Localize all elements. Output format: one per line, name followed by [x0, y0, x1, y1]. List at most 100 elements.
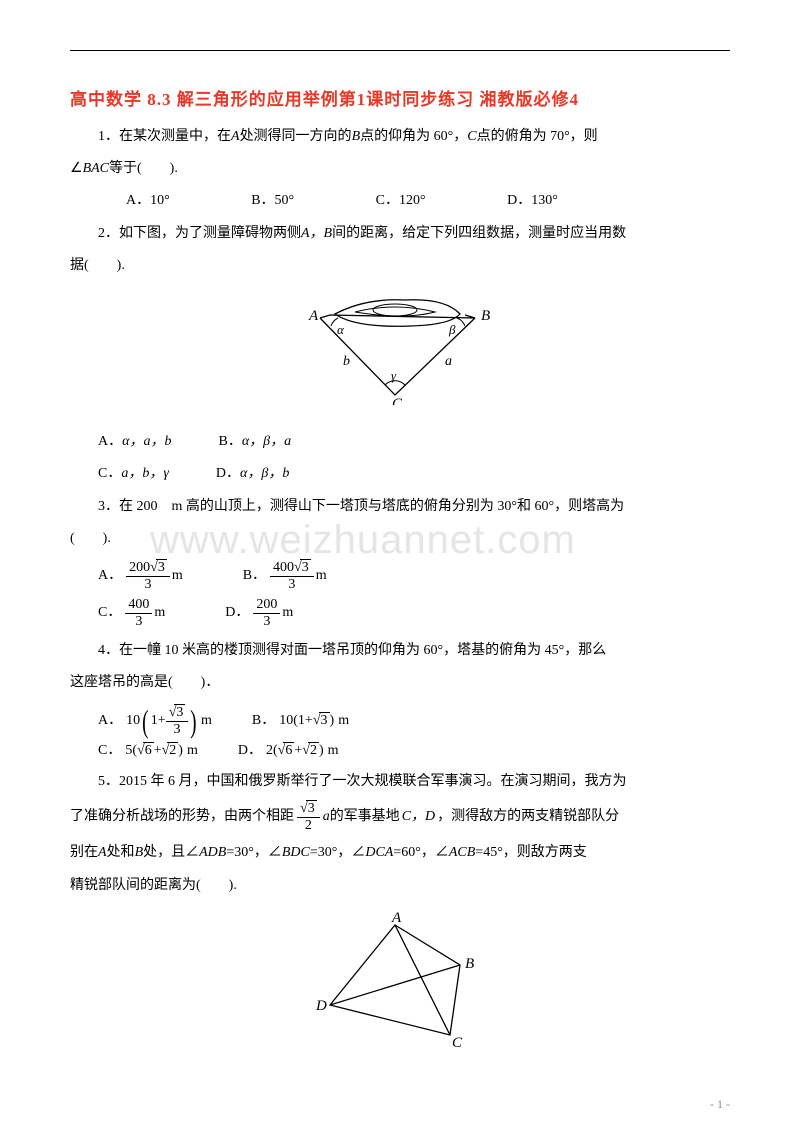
d2-alpha: α	[337, 322, 345, 337]
q3-opt-b-label: B．	[243, 568, 266, 585]
q5-B: B	[135, 845, 144, 860]
q4-opt-c-plus: +	[154, 743, 162, 760]
fn: 6	[283, 742, 294, 758]
q4-opt-a-unit: m	[201, 713, 212, 730]
fd: 3	[125, 614, 152, 629]
fn: 6	[143, 742, 154, 758]
q1-angle: ∠	[70, 161, 83, 176]
q2-opt-b: α，β，a	[242, 434, 291, 449]
q5-dca: DCA	[365, 845, 393, 860]
q4-opts-row1: A． 10 ( 1+ 3 3 ) m B． 10(1+3) m	[98, 705, 730, 737]
q3-opts-row1: A． 2003 3 m B． 4003 3 m	[98, 561, 730, 592]
q4-opt-a-frac: 3 3	[166, 706, 189, 737]
fn: 400	[273, 560, 294, 575]
q4-opt-a-label: A．	[98, 713, 122, 730]
fn: 3	[319, 712, 330, 728]
q5-text: 了准确分析战场的形势，由两个相距	[70, 809, 294, 826]
q5-text: 处，且∠	[143, 845, 199, 860]
fn: 400	[125, 598, 152, 614]
q4-opt-d-scalar: 2(	[266, 743, 278, 760]
q5-A: A	[98, 845, 107, 860]
q5-text: 处和	[107, 845, 135, 860]
fd: 3	[270, 577, 314, 592]
d2-a: a	[445, 354, 452, 369]
q5-text: 的军事基地	[330, 809, 400, 826]
q1-end: 等于( ).	[109, 161, 178, 176]
question-4: 4．在一幢 10 米高的楼顶测得对面一塔吊顶的仰角为 60°，塔基的俯角为 45…	[70, 635, 730, 667]
q1-options: A．10° B．50° C．120° D．130°	[70, 185, 730, 217]
q2-text: 间的距离，给定下列四组数据，测量时应当用数	[332, 226, 626, 241]
q3-opt-d-frac: 200 3	[253, 598, 280, 629]
q5-text: 别在	[70, 845, 98, 860]
q5-text: =45°，则敌方两支	[475, 845, 587, 860]
d5-C: C	[452, 1035, 463, 1050]
q1-bac: BAC	[83, 161, 109, 176]
q1-line2: ∠BAC等于( ).	[70, 153, 730, 185]
d2-A: A	[308, 308, 319, 324]
q3-opt-c-unit: m	[154, 605, 165, 622]
q2-opt-d-pre: D．	[216, 466, 240, 481]
q2-options-row2: C．a，b，γ D．α，β，b	[70, 458, 730, 490]
q2-options-row1: A．α，a，b B．α，β，a	[70, 426, 730, 458]
fd: 3	[253, 614, 280, 629]
q1-C: C	[467, 129, 476, 144]
q1-opt-c: C．120°	[348, 185, 426, 217]
q2-opt-c-pre: C．	[98, 466, 121, 481]
q3-opts-row2: C． 400 3 m D． 200 3 m	[98, 598, 730, 629]
q3-opt-b-unit: m	[316, 568, 327, 585]
fn: 3	[306, 800, 317, 816]
q3-opt-a-unit: m	[172, 568, 183, 585]
q5-cd: C，D	[402, 809, 435, 826]
question-5: 5．2015 年 6 月，中国和俄罗斯举行了一次大规模联合军事演习。在演习期间，…	[70, 766, 730, 798]
q5-a: a	[323, 809, 330, 826]
paren: (	[142, 705, 148, 737]
fn: 200	[253, 598, 280, 614]
q4-opt-b-pre: 10(1+	[279, 713, 313, 730]
q2-opt-d: α，β，b	[240, 466, 289, 481]
diagram-q2: A B C α β γ b a	[70, 290, 730, 418]
q3-opt-d-label: D．	[225, 605, 249, 622]
fn: 3	[174, 704, 185, 720]
q3-opt-c-frac: 400 3	[125, 598, 152, 629]
fn: 3	[156, 559, 167, 575]
q4-opt-d-close: )	[319, 743, 324, 760]
d5-D: D	[315, 998, 327, 1014]
d2-b: b	[343, 354, 350, 369]
page-number: - 1 -	[710, 1097, 730, 1112]
q4-opt-c-label: C．	[98, 743, 121, 760]
q1-text: 点的俯角为 70°，则	[477, 129, 598, 144]
d2-gamma: γ	[391, 368, 397, 383]
q4-opt-b-label: B．	[252, 713, 275, 730]
q4-line2: 这座塔吊的高是( )．	[70, 667, 730, 699]
question-1: 1．在某次测量中，在A处测得同一方向的B点的仰角为 60°，C点的俯角为 70°…	[70, 121, 730, 153]
q1-opt-d: D．130°	[479, 185, 558, 217]
d5-A: A	[391, 910, 402, 926]
d2-B: B	[481, 308, 490, 324]
q2-text: 2．如下图，为了测量障碍物两侧	[98, 226, 301, 241]
q5-text: =30°，∠	[310, 845, 366, 860]
q4-opt-c-close: )	[178, 743, 183, 760]
q4-opt-b-unit: m	[338, 713, 349, 730]
q5-line3: 别在A处和B处，且∠ADB=30°，∠BDC=30°，∠DCA=60°，∠ACB…	[70, 837, 730, 869]
q5-text: ，测得敌方的两支精锐部队分	[437, 809, 619, 826]
q3-opt-a-label: A．	[98, 568, 122, 585]
question-2: 2．如下图，为了测量障碍物两侧A，B间的距离，给定下列四组数据，测量时应当用数	[70, 218, 730, 250]
q5-text: =60°，∠	[393, 845, 449, 860]
q4-opt-d-plus: +	[294, 743, 302, 760]
q2-opt-c: a，b，γ	[121, 466, 169, 481]
diagram-q5: A B C D	[70, 910, 730, 1063]
q1-text: 点的仰角为 60°，	[360, 129, 467, 144]
q5-adb: ADB	[199, 845, 226, 860]
fd: 2	[297, 818, 320, 833]
q1-A: A	[231, 129, 240, 144]
q2-ab: A，B	[301, 226, 332, 241]
fn: 2	[167, 742, 178, 758]
fd: 3	[126, 577, 170, 592]
q2-line2: 据( ).	[70, 250, 730, 282]
q2-opt-a: α，a，b	[122, 434, 171, 449]
q1-text: 1．在某次测量中，在	[98, 129, 231, 144]
document-title: 高中数学 8.3 解三角形的应用举例第1课时同步练习 湘教版必修4	[70, 80, 730, 119]
d2-C: C	[392, 396, 403, 405]
q1-opt-b: B．50°	[223, 185, 294, 217]
q3-opt-d-unit: m	[282, 605, 293, 622]
